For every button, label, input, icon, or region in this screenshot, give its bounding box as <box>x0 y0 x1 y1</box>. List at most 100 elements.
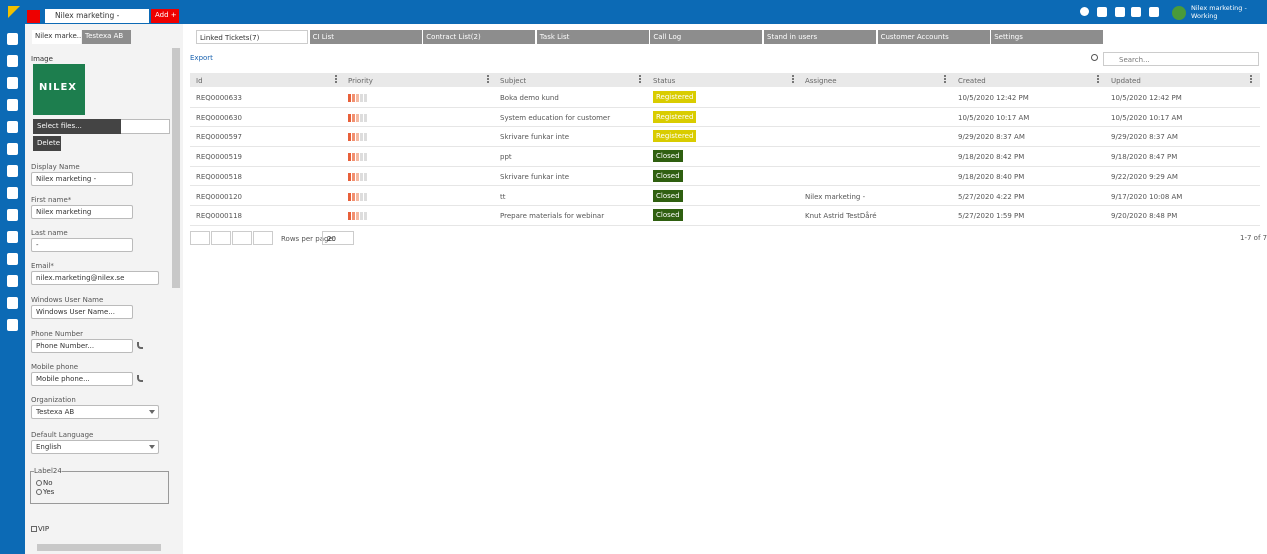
column-menu[interactable] <box>487 75 489 83</box>
radio-label: No <box>43 479 53 487</box>
search-icon[interactable] <box>1080 7 1089 16</box>
priority-bar <box>356 212 359 221</box>
radio-label: Yes <box>43 488 55 496</box>
tab[interactable]: Task List <box>536 30 649 44</box>
priority-indicator <box>348 212 367 221</box>
nav-icon[interactable] <box>7 231 18 243</box>
nav-icon[interactable] <box>7 77 18 89</box>
tab[interactable]: Stand in users <box>764 30 876 44</box>
search-input[interactable]: Search... <box>1103 52 1259 66</box>
nav-icon[interactable] <box>7 319 18 331</box>
field-input[interactable]: - <box>31 238 133 252</box>
left-panel: Nilex marke... Testexa AB Image NILEX Select… <box>25 24 183 554</box>
export-link[interactable]: Export <box>190 54 213 62</box>
nav-icon[interactable] <box>7 165 18 177</box>
column-menu[interactable] <box>335 75 337 83</box>
nav-icon[interactable] <box>7 99 18 111</box>
column-menu[interactable] <box>944 75 946 83</box>
field-input[interactable]: Testexa AB <box>31 405 159 419</box>
add-button[interactable]: Add + <box>151 9 179 23</box>
nav-icon[interactable] <box>7 121 18 133</box>
priority-bar <box>360 153 363 162</box>
home-button[interactable] <box>27 10 40 23</box>
tag-icon[interactable] <box>1115 7 1125 17</box>
tab[interactable]: Settings <box>991 30 1104 44</box>
column-header[interactable]: Status <box>653 77 676 85</box>
column-header[interactable]: Updated <box>1111 77 1141 85</box>
nav-icon[interactable] <box>7 209 18 221</box>
column-header[interactable]: Id <box>196 77 203 85</box>
radio[interactable] <box>36 480 42 486</box>
calendar-icon[interactable] <box>1149 7 1159 17</box>
headset-icon[interactable] <box>1097 7 1107 17</box>
column-header[interactable]: Created <box>958 77 986 85</box>
column-header[interactable]: Subject <box>500 77 527 85</box>
priority-bar <box>348 94 351 102</box>
tab[interactable]: Customer Accounts <box>877 30 990 44</box>
column-menu[interactable] <box>639 75 641 83</box>
radio-group-label: Label24 <box>34 467 62 475</box>
cell-text: Knut Astrid TestDåré <box>805 212 877 221</box>
field-label: First name* <box>31 196 72 204</box>
field-input[interactable]: Mobile phone... <box>31 372 133 386</box>
record-tab[interactable]: Nilex marketing - <box>45 9 149 23</box>
priority-bar <box>360 172 363 181</box>
cell-text: REQ0000630 <box>196 113 242 122</box>
rows-per-page-select[interactable]: 20 <box>322 231 354 245</box>
field-input[interactable]: English <box>31 440 159 454</box>
pager-next[interactable] <box>232 231 252 245</box>
nav-icon[interactable] <box>7 187 18 199</box>
priority-indicator <box>348 133 367 142</box>
nav-icon[interactable] <box>7 143 18 155</box>
column-header[interactable]: Priority <box>348 77 373 85</box>
column-menu[interactable] <box>792 75 794 83</box>
user-name: Nilex marketing - <box>1191 4 1247 12</box>
priority-bar <box>364 212 367 221</box>
dropdown-arrow[interactable] <box>149 445 155 452</box>
table-row <box>190 206 1260 226</box>
top-bar: Nilex marketing - Add + Nilex marketing … <box>0 0 1267 24</box>
tab[interactable]: Contract List(2) <box>423 30 536 44</box>
priority-bar <box>348 172 351 181</box>
field-input[interactable]: Nilex marketing - <box>31 172 133 186</box>
field-input[interactable]: Phone Number... <box>31 339 133 353</box>
select-files-button[interactable]: Select files... <box>33 119 121 134</box>
field-input[interactable]: nilex.marketing@nilex.se <box>31 271 159 285</box>
record-tab[interactable]: Nilex marke... <box>32 30 83 44</box>
priority-indicator <box>348 153 367 162</box>
pager-first[interactable] <box>190 231 210 245</box>
delete-button[interactable]: Delete <box>33 136 61 151</box>
radio[interactable] <box>36 489 42 495</box>
phone-icon[interactable] <box>137 375 143 382</box>
tab[interactable]: CI List <box>309 30 422 44</box>
pager-prev[interactable] <box>211 231 231 245</box>
column-header[interactable]: Assignee <box>805 77 837 85</box>
nav-icon[interactable] <box>7 253 18 265</box>
tab[interactable]: Linked Tickets(7) <box>196 30 308 44</box>
add-text: Add + <box>155 11 177 19</box>
pager-last[interactable] <box>253 231 273 245</box>
column-menu[interactable] <box>1250 75 1252 83</box>
tab[interactable]: Call Log <box>650 30 763 44</box>
field-label: Display Name <box>31 163 80 171</box>
refresh-icon[interactable] <box>1091 54 1098 61</box>
pager-count: 1-7 of 7 <box>1240 234 1267 242</box>
cell-text: 5/27/2020 1:59 PM <box>958 212 1025 221</box>
cell-text: ppt <box>500 153 512 162</box>
phone-icon[interactable] <box>137 342 143 349</box>
logo-text: NILEX <box>39 82 78 93</box>
nav-icon[interactable] <box>7 33 18 45</box>
record-tab[interactable]: Testexa AB <box>82 30 131 44</box>
checkbox[interactable] <box>31 526 37 532</box>
priority-bar <box>352 192 355 201</box>
table-row <box>190 187 1260 207</box>
nav-icon[interactable] <box>7 55 18 67</box>
field-input[interactable]: Nilex marketing <box>31 205 133 219</box>
column-menu[interactable] <box>1097 75 1099 83</box>
nav-icon[interactable] <box>7 297 18 309</box>
user-avatar[interactable] <box>1172 6 1186 20</box>
dropdown-arrow[interactable] <box>149 410 155 417</box>
nav-icon[interactable] <box>7 275 18 287</box>
heart-icon[interactable] <box>1131 7 1141 17</box>
field-input[interactable]: Windows User Name... <box>31 305 133 319</box>
